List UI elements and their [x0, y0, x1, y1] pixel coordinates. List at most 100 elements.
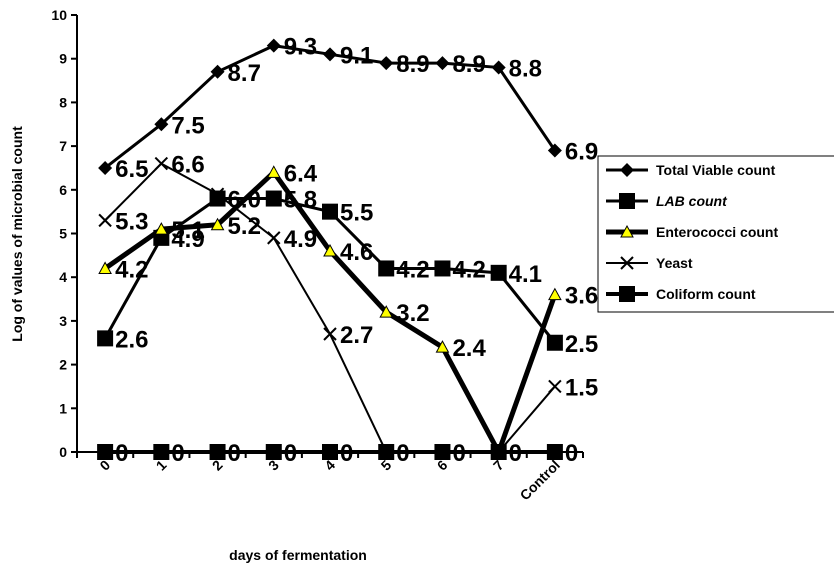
series-4-point [153, 444, 170, 460]
series-4-point [322, 444, 338, 460]
data-label: 4.9 [171, 226, 204, 253]
data-label: 0 [565, 440, 578, 467]
series-0-point [98, 160, 113, 175]
y-tick-label: 10 [51, 7, 67, 23]
series-0-point [210, 64, 225, 79]
series-4-point [209, 444, 226, 460]
legend-label: Coliform count [656, 286, 756, 302]
y-tick-label: 6 [59, 182, 67, 198]
series-1-point [434, 260, 451, 277]
y-tick-label: 3 [59, 313, 67, 329]
data-label: 0 [228, 440, 241, 467]
series-4-point [97, 444, 114, 460]
series-0-point [547, 143, 562, 158]
data-label: 2.5 [565, 331, 598, 358]
data-label: 6.5 [115, 156, 148, 183]
data-label: 2.7 [340, 322, 373, 349]
legend-label: Total Viable count [656, 162, 776, 178]
series-2-point [323, 243, 337, 257]
series-4-point [546, 444, 563, 460]
legend-marker [620, 163, 634, 177]
data-label: 4.6 [340, 239, 373, 266]
series-1-point [97, 330, 114, 347]
data-label: 7.5 [171, 112, 204, 139]
series-3-point [548, 379, 562, 394]
series-0-point [266, 38, 281, 53]
data-label: 5.2 [228, 213, 261, 240]
data-label: 5.5 [340, 200, 373, 227]
data-label: 6.6 [171, 152, 204, 179]
data-label: 3.2 [396, 300, 429, 327]
data-label: 0 [509, 440, 522, 467]
series-1-point [209, 190, 226, 207]
x-axis-title: days of fermentation [229, 547, 367, 563]
y-tick-label: 4 [59, 269, 67, 285]
series-1-point [322, 203, 338, 220]
data-label: 6.4 [284, 160, 318, 187]
y-tick-label: 2 [59, 357, 67, 373]
data-label: 5.3 [115, 208, 148, 235]
data-label: 9.1 [340, 42, 373, 69]
y-tick-label: 0 [59, 444, 67, 460]
legend-marker [620, 224, 634, 238]
series-3-point [323, 327, 337, 341]
data-label: 0 [284, 440, 297, 467]
data-label: 8.9 [396, 51, 429, 78]
series-0-point [379, 56, 394, 71]
data-label: 0 [340, 440, 353, 467]
data-label: 8.8 [509, 55, 542, 82]
series-2-point [266, 165, 281, 178]
legend-label: LAB count [656, 193, 728, 209]
series-1-point [378, 260, 395, 277]
series-4-point [378, 444, 395, 460]
data-label: 4.9 [284, 226, 317, 253]
series-3-point [210, 187, 225, 201]
series-2-point [548, 287, 562, 301]
data-label: 8.9 [452, 51, 485, 78]
series-2-point [98, 261, 112, 274]
series-1-point [490, 264, 507, 281]
data-label: 0 [452, 440, 465, 467]
y-tick-label: 8 [59, 94, 67, 110]
legend-label: Enterococci count [656, 224, 778, 240]
y-axis-title: Log of values of microbial count [9, 126, 25, 342]
legend-marker [619, 286, 635, 302]
series-markers [97, 38, 563, 460]
series-4-point [434, 444, 451, 460]
data-label: 0 [396, 440, 409, 467]
series-4-point [265, 444, 282, 460]
y-tick-label: 1 [59, 400, 67, 416]
series-2-point [435, 340, 450, 353]
series-3-point [98, 213, 112, 228]
y-tick-label: 5 [59, 226, 67, 242]
series-0-point [491, 60, 506, 75]
data-labels: 6.5 7.5 8.7 9.3 9.1 8.9 8.9 8.8 6.9 2.6 4.9 6.0 5.8 5… [115, 34, 598, 467]
data-label: 8.7 [228, 60, 261, 87]
data-label: 6.0 [228, 187, 261, 214]
data-label: 4.2 [115, 256, 148, 283]
data-label: 5.8 [284, 187, 317, 214]
data-label: 3.6 [565, 283, 598, 310]
data-label: 4.2 [396, 256, 429, 283]
data-label: 0 [171, 440, 184, 467]
series-2-point [210, 217, 225, 231]
series-2-point [379, 305, 394, 318]
legend-marker [620, 256, 634, 270]
legend: Total Viable count LAB count Enterococci c… [597, 155, 834, 313]
data-label: 2.4 [452, 335, 486, 362]
data-label: 4.1 [509, 261, 542, 288]
data-label: 1.5 [565, 374, 598, 401]
series-line-0 [104, 44, 557, 170]
series-0-point [154, 117, 169, 132]
series-4-point [490, 444, 507, 460]
data-label: 2.6 [115, 326, 148, 353]
data-label: 4.2 [452, 256, 485, 283]
legend-marker [619, 193, 635, 209]
legend-label: Yeast [656, 255, 693, 271]
data-label: 5.1 [171, 217, 204, 244]
series-1-point [265, 190, 282, 207]
data-label: 9.3 [284, 34, 317, 61]
series-2-point [154, 222, 169, 235]
series-0-point [435, 56, 450, 71]
